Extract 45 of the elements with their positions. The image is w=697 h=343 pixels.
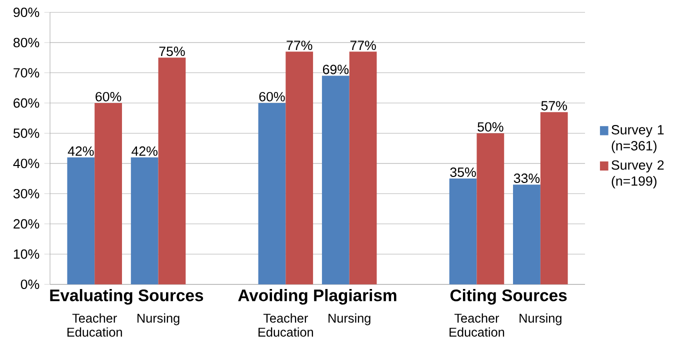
y-tick-label: 50% [13, 128, 40, 138]
text: Citing Sources [450, 289, 567, 305]
x-tick-label: Nursing [138, 313, 180, 326]
data-label: 75% [159, 46, 185, 56]
bar [540, 112, 568, 284]
bar [449, 178, 477, 284]
data-label: 50% [478, 122, 504, 132]
data-label: 33% [514, 174, 540, 183]
bar [513, 184, 540, 284]
bar [130, 157, 158, 284]
data-label: 77% [350, 40, 376, 50]
y-tick-label: 80% [14, 38, 40, 48]
x-tick-label: Teacher Education [258, 313, 314, 337]
x-tick-label: Nursing [328, 313, 370, 326]
data-label: 69% [322, 64, 349, 74]
data-label: 60% [96, 92, 122, 102]
bar [476, 133, 504, 284]
bar [322, 76, 350, 284]
bar [67, 157, 95, 284]
data-label: 57% [541, 101, 567, 110]
y-tick-label: 10% [14, 249, 40, 259]
legend-label: Survey 1 (n=361) [612, 125, 664, 154]
y-tick-label: 90% [14, 8, 40, 18]
x-tick-label: Teacher Education [450, 313, 504, 337]
y-tick-label: 40% [13, 158, 40, 168]
data-label: 60% [259, 92, 285, 102]
bar [349, 52, 377, 284]
data-label: 35% [450, 168, 476, 177]
bar [158, 58, 186, 284]
x-tick-label: Nursing [520, 313, 562, 326]
bar [286, 52, 314, 284]
legend-label: Survey 2 (n=199) [612, 160, 664, 188]
data-label: 42% [132, 146, 158, 156]
y-tick-label: 70% [14, 68, 40, 78]
text: Evaluating Sources [50, 289, 204, 305]
bar [258, 103, 286, 284]
y-tick-label: 20% [14, 219, 40, 229]
bar [94, 103, 122, 284]
x-tick-label: Teacher Education [67, 313, 122, 337]
data-label: 77% [286, 40, 312, 50]
y-tick-label: 30% [13, 188, 40, 198]
data-label: 42% [68, 146, 94, 156]
y-tick-label: 0% [20, 280, 40, 290]
text: Avoiding Plagiarism [238, 289, 396, 305]
y-tick-label: 60% [14, 98, 40, 108]
